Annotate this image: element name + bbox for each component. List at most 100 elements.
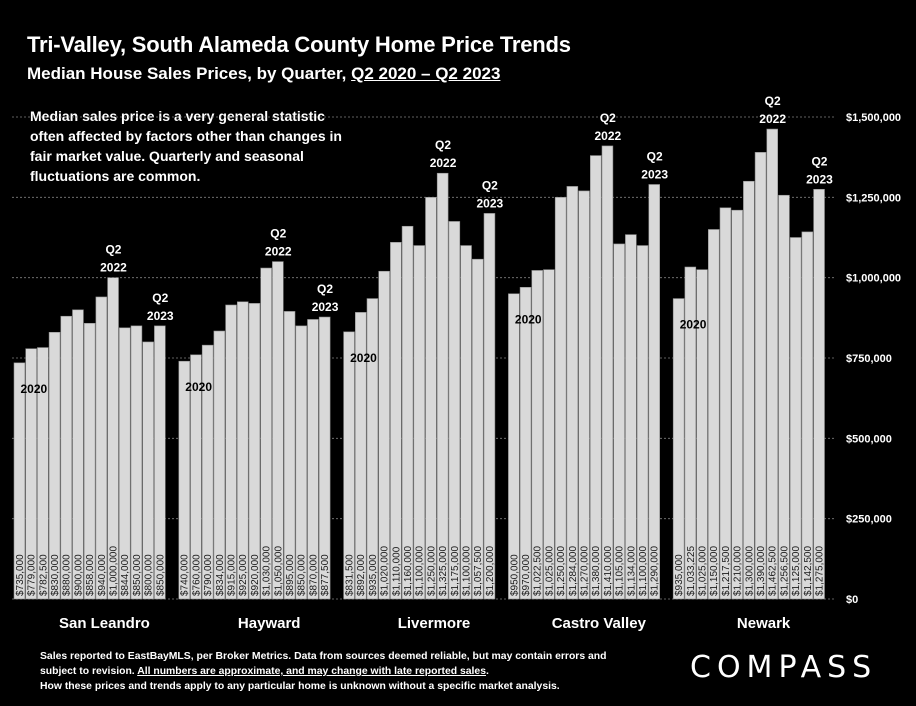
bar	[107, 277, 119, 600]
bar-value-label: $740,000	[180, 554, 191, 596]
bar	[283, 311, 296, 600]
bar-value-label: $1,105,000	[615, 546, 626, 596]
bar-value-label: $1,410,000	[603, 546, 614, 596]
bar-value-label: $834,000	[215, 554, 226, 596]
bar-value-label: $900,000	[73, 554, 84, 596]
bar	[684, 266, 697, 600]
bar	[354, 312, 367, 600]
bar	[519, 287, 532, 600]
bar-value-label: $760,000	[191, 554, 202, 596]
bar	[95, 296, 108, 600]
annotation-quarter: Q2 2022	[100, 243, 127, 275]
bar-value-label: $779,000	[27, 554, 38, 596]
bar-value-label: $1,110,000	[391, 546, 402, 596]
bar	[318, 316, 331, 600]
footer-line2: How these prices and trends apply to any…	[40, 681, 560, 692]
annotation-quarter: Q2 2022	[594, 111, 621, 143]
bar	[390, 242, 402, 600]
bar	[778, 194, 790, 600]
bar	[636, 245, 649, 600]
bar	[37, 347, 49, 600]
bar	[225, 304, 237, 600]
bar	[25, 348, 37, 600]
annotation-2020: 2020	[350, 351, 377, 365]
annotation-quarter: Q2 2022	[759, 94, 786, 126]
bar-value-label: $1,134,000	[626, 546, 637, 596]
bar	[731, 209, 743, 600]
bar	[789, 237, 802, 600]
bar-value-label: $1,270,000	[579, 546, 590, 596]
bar-value-label: $1,325,000	[438, 546, 449, 596]
bar	[119, 327, 131, 600]
y-tick-label: $250,000	[846, 514, 892, 526]
chart-note: Median sales price is a very general sta…	[30, 108, 342, 184]
annotation-quarter: Q2 2023	[806, 154, 833, 186]
bar-value-label: $870,000	[308, 554, 319, 596]
bar-value-label: $940,000	[97, 554, 108, 596]
chart-subtitle: Median House Sales Prices, by Quarter, Q…	[27, 64, 500, 84]
bar	[483, 213, 496, 600]
bar	[754, 152, 767, 600]
bar	[130, 325, 143, 600]
bar-value-label: $831,500	[344, 554, 355, 596]
footer-line1-end: .	[485, 666, 489, 677]
bar	[508, 293, 520, 600]
bar	[460, 245, 472, 600]
y-tick-label: $0	[846, 594, 858, 606]
bar-value-label: $877,500	[320, 554, 331, 596]
bar-value-label: $920,000	[250, 554, 261, 596]
bar-value-label: $1,284,000	[568, 546, 579, 596]
bar-value-label: $1,125,000	[791, 546, 802, 596]
annotation-quarter: Q2 2022	[265, 227, 292, 259]
bar-value-label: $782,500	[38, 554, 49, 596]
bar	[471, 258, 484, 600]
chart-title: Tri-Valley, South Alameda County Home Pr…	[27, 32, 571, 57]
footer-line1: Sales reported to EastBayMLS, per Broker…	[40, 651, 607, 677]
bar	[743, 180, 755, 600]
bar-value-label: $830,000	[50, 554, 61, 596]
x-category-label: Castro Valley	[552, 615, 647, 632]
bar	[154, 325, 166, 600]
bar	[178, 360, 191, 600]
bar-value-label: $800,000	[144, 554, 155, 596]
bar-value-label: $915,000	[226, 554, 237, 596]
annotation-2020: 2020	[515, 313, 542, 327]
bar-value-label: $1,025,000	[544, 546, 555, 596]
bar	[213, 330, 226, 600]
bar-value-label: $1,300,000	[744, 546, 755, 596]
bar-value-label: $790,000	[203, 554, 214, 596]
bar	[272, 261, 284, 600]
bar	[613, 243, 625, 600]
bar	[260, 267, 272, 600]
bar-value-label: $735,000	[15, 554, 26, 596]
y-tick-label: $500,000	[846, 433, 892, 445]
bar	[142, 341, 154, 600]
footer-disclaimer: All numbers are approximate, and may cha…	[137, 666, 486, 677]
bar-value-label: $1,160,000	[403, 546, 414, 596]
bar-value-label: $1,050,000	[273, 546, 284, 596]
bar	[378, 270, 390, 600]
bar	[248, 303, 261, 600]
bar-value-label: $1,057,500	[473, 546, 484, 596]
annotation-2020: 2020	[20, 382, 47, 396]
y-tick-label: $1,250,000	[846, 192, 901, 204]
bar-value-label: $1,390,000	[756, 546, 767, 596]
bar	[625, 234, 637, 600]
bar	[578, 190, 590, 600]
bar	[237, 301, 249, 600]
bar	[813, 189, 825, 600]
y-tick-label: $1,000,000	[846, 273, 901, 285]
bar-value-label: $970,000	[521, 554, 532, 596]
bar-value-label: $950,000	[509, 554, 520, 596]
subtitle-period: Q2 2020 – Q2 2023	[351, 64, 501, 83]
annotation-quarter: Q2 2022	[430, 138, 457, 170]
bar-value-label: $1,200,000	[485, 546, 496, 596]
bar	[766, 128, 778, 600]
bar-value-label: $1,033,225	[686, 546, 697, 596]
bar	[554, 197, 567, 600]
bar-value-label: $1,025,000	[697, 546, 708, 596]
bar	[366, 298, 379, 600]
bar	[672, 298, 685, 600]
annotation-quarter: Q2 2023	[476, 178, 503, 210]
